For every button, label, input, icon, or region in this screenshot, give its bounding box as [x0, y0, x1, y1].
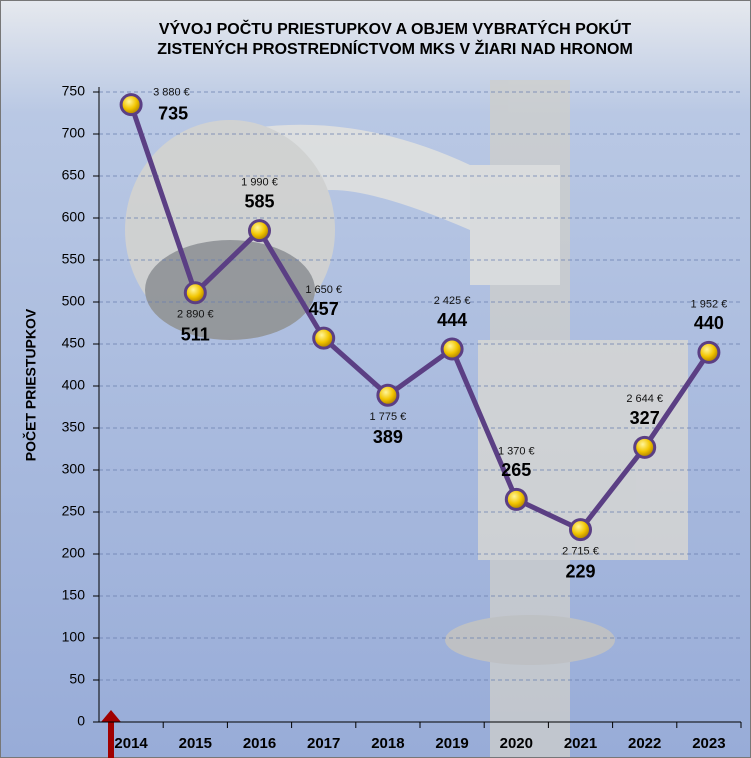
marker [248, 219, 271, 243]
data-label: 327 [630, 408, 660, 428]
fine-label: 3 880 € [153, 87, 190, 99]
fine-label: 1 952 € [691, 298, 728, 310]
x-tick-label: 2016 [243, 735, 276, 752]
fine-label: 1 650 € [305, 284, 342, 296]
fine-label: 2 425 € [434, 295, 471, 307]
y-tick-label: 0 [77, 713, 85, 729]
data-label: 735 [158, 103, 188, 123]
x-tick-label: 2022 [628, 735, 661, 752]
y-tick-label: 350 [62, 419, 86, 435]
marker [440, 337, 464, 361]
x-tick-label: 2023 [692, 735, 725, 752]
y-tick-label: 550 [62, 251, 86, 267]
data-label: 229 [565, 561, 595, 581]
data-label: 440 [694, 313, 724, 333]
fine-label: 2 715 € [562, 546, 599, 558]
y-tick-label: 150 [62, 587, 86, 603]
marker [183, 281, 207, 305]
fine-label: 1 990 € [241, 177, 278, 189]
camera-photo [125, 80, 688, 758]
line [128, 103, 711, 533]
chart-title: ZISTENÝCH PROSTREDNÍCTVOM MKS V ŽIARI NA… [157, 39, 633, 58]
marker [633, 435, 657, 459]
x-tick-label: 2021 [564, 735, 597, 752]
marker [569, 518, 592, 542]
x-tick-label: 2019 [435, 735, 468, 752]
x-tick-label: 2018 [371, 735, 404, 752]
marker [697, 340, 721, 364]
data-label: 511 [181, 325, 210, 345]
y-axis-label: POČET PRIESTUPKOV [22, 308, 39, 461]
data-label: 457 [309, 299, 339, 319]
fine-label: 2 890 € [177, 309, 214, 321]
x-tick-label: 2014 [114, 735, 148, 752]
y-tick-label: 200 [62, 545, 86, 561]
y-tick-label: 300 [62, 461, 86, 477]
marker [119, 93, 143, 117]
data-label: 389 [373, 427, 403, 447]
y-tick-label: 50 [69, 671, 85, 687]
fine-label: 2 644 € [626, 393, 663, 405]
y-tick-label: 750 [62, 83, 86, 99]
fine-label: 1 370 € [498, 445, 535, 457]
data-label: 444 [437, 310, 467, 330]
fine-label: 1 775 € [370, 411, 407, 423]
y-tick-label: 250 [62, 503, 86, 519]
x-tick-label: 2017 [307, 735, 340, 752]
data-label: 585 [244, 191, 274, 211]
y-tick-label: 400 [62, 377, 86, 393]
y-tick-label: 700 [62, 125, 86, 141]
marker [312, 326, 336, 350]
y-tick-label: 650 [62, 167, 86, 183]
y-tick-label: 450 [62, 335, 86, 351]
marker [504, 487, 528, 511]
y-tick-label: 500 [62, 293, 86, 309]
x-tick-label: 2020 [500, 735, 533, 752]
data-label: 265 [501, 460, 531, 480]
x-tick-label: 2015 [179, 735, 212, 752]
y-tick-label: 600 [62, 209, 86, 225]
y-tick-label: 100 [62, 629, 86, 645]
chart-title: VÝVOJ POČTU PRIESTUPKOV A OBJEM VYBRATÝC… [159, 19, 632, 38]
marker [376, 383, 400, 407]
